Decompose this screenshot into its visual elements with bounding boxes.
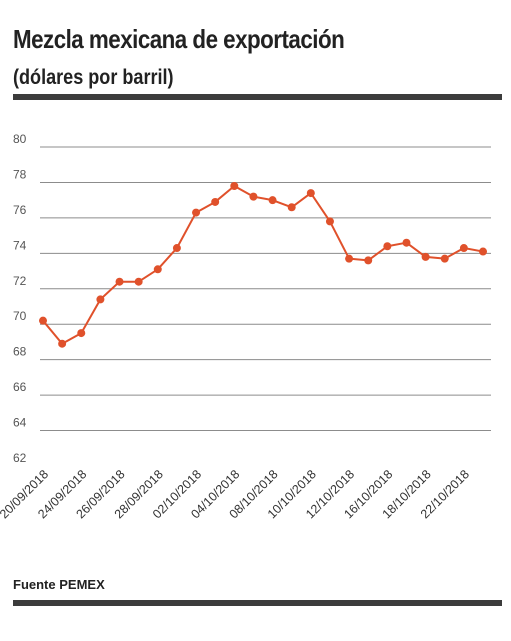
data-point: [115, 277, 124, 286]
y-axis-ticks: 62 64 66 68 70 72 74 76 78 80: [13, 132, 27, 465]
data-point: [364, 256, 373, 265]
y-tick-label: 74: [13, 238, 27, 252]
y-tick-label: 76: [13, 203, 27, 217]
y-tick-label: 80: [13, 132, 27, 146]
y-tick-label: 66: [13, 380, 27, 394]
y-tick-label: 62: [13, 451, 27, 465]
data-point: [39, 316, 47, 325]
chart-subtitle: (dólares por barril): [13, 66, 174, 89]
data-point: [230, 181, 239, 190]
series-line: [42, 184, 484, 345]
data-point: [287, 203, 296, 212]
data-point: [268, 196, 277, 205]
y-tick-label: 68: [13, 345, 27, 359]
data-point: [383, 242, 392, 251]
data-point: [440, 254, 449, 263]
y-tick-label: 70: [13, 309, 27, 323]
data-point: [402, 238, 411, 247]
chart-title: Mezcla mexicana de exportación: [13, 24, 345, 54]
data-point: [77, 329, 86, 338]
source-note: Fuente PEMEX: [13, 577, 105, 592]
series-line-path: [42, 184, 484, 345]
data-point: [134, 277, 143, 286]
y-tick-label: 78: [13, 167, 27, 181]
data-point: [211, 197, 220, 206]
data-point: [172, 244, 181, 253]
data-point: [96, 295, 105, 304]
y-tick-label: 72: [13, 274, 27, 288]
data-point: [325, 217, 334, 226]
data-point: [58, 339, 67, 348]
data-point: [421, 252, 430, 261]
data-point: [306, 189, 315, 198]
x-axis-ticks: 20/09/201824/09/201826/09/201828/09/2018…: [0, 467, 472, 521]
y-tick-label: 64: [13, 416, 27, 430]
data-point: [153, 265, 162, 274]
bottom-divider: [13, 600, 502, 606]
grid-lines: [40, 146, 491, 432]
data-point: [459, 244, 468, 253]
series-points: [39, 181, 487, 348]
data-point: [249, 192, 258, 201]
data-point: [479, 247, 487, 256]
top-divider: [13, 94, 502, 100]
data-point: [192, 208, 201, 217]
data-point: [345, 254, 354, 263]
